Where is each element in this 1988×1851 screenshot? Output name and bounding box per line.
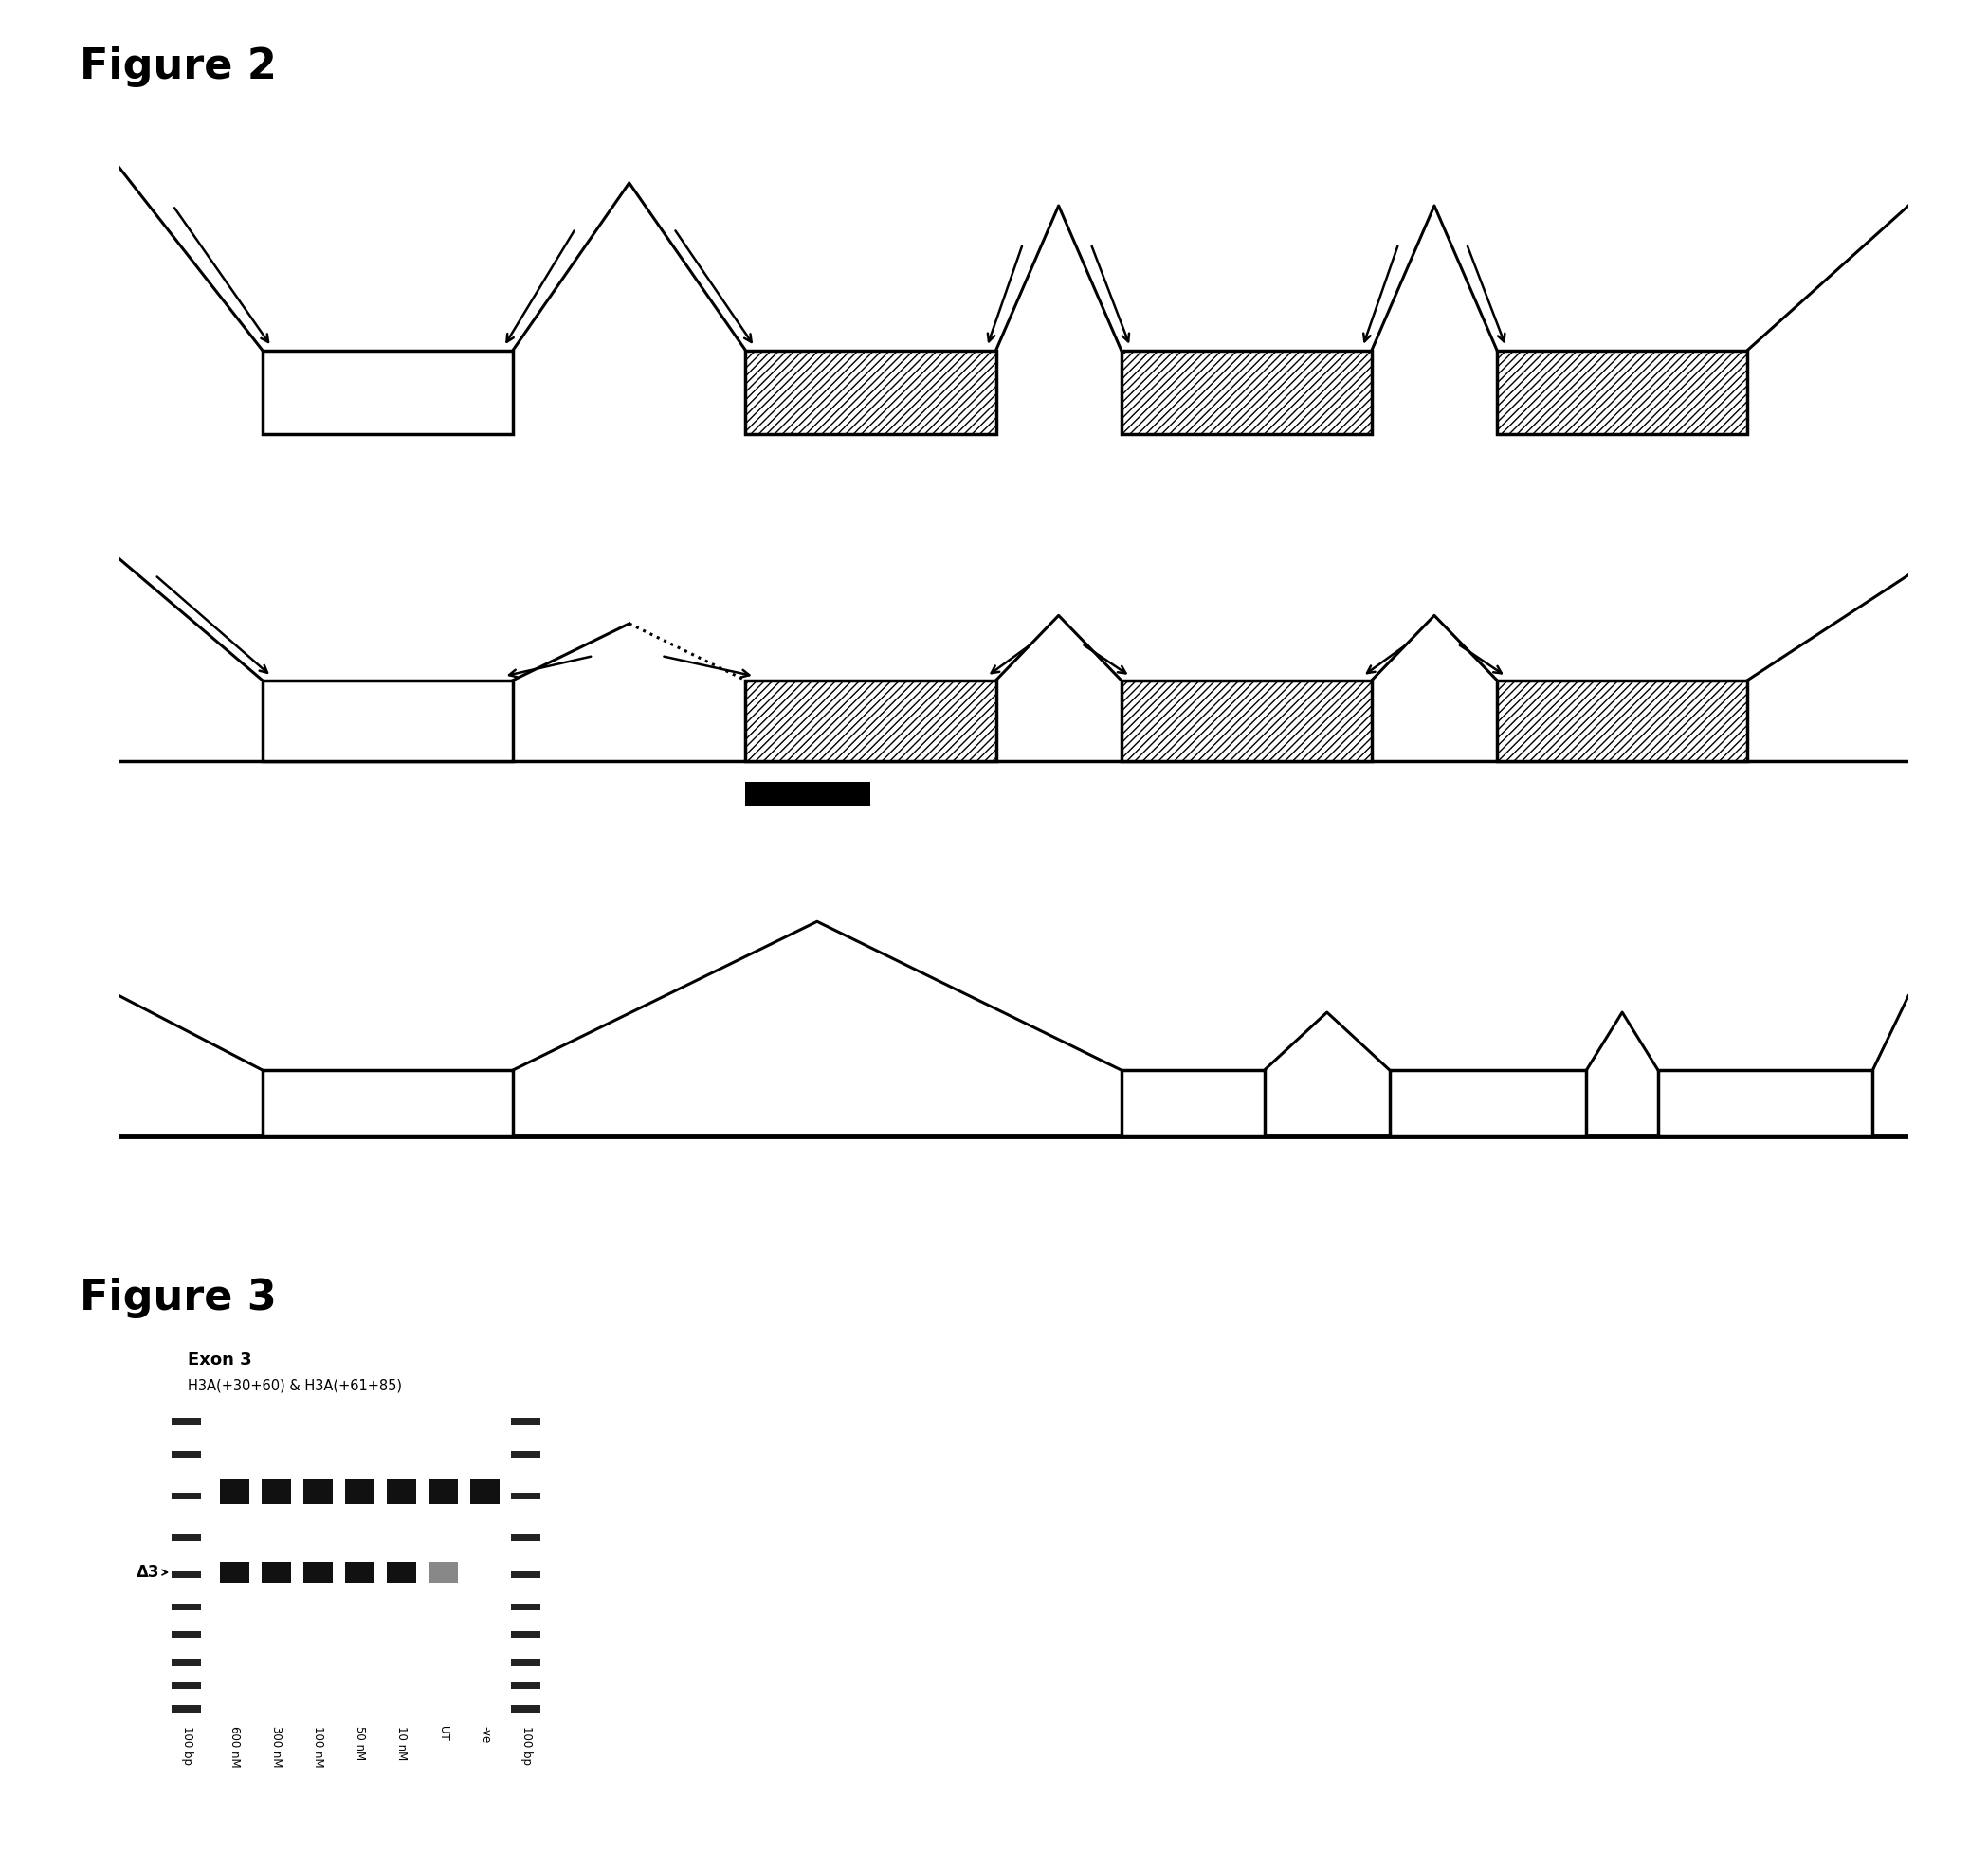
Bar [471, 1479, 499, 1503]
Text: Figure 3: Figure 3 [80, 1277, 276, 1318]
Bar [346, 1562, 374, 1583]
Bar [746, 781, 871, 805]
Bar [1121, 350, 1372, 433]
Bar [171, 1603, 201, 1610]
Bar [171, 1683, 201, 1688]
Bar [262, 1562, 290, 1583]
Bar [171, 1658, 201, 1666]
Bar [1658, 1070, 1873, 1137]
Bar [304, 1479, 332, 1503]
Bar [1121, 1070, 1264, 1137]
Bar [511, 1418, 541, 1425]
Bar [221, 1479, 248, 1503]
Text: Δ3: Δ3 [137, 1564, 159, 1581]
Bar [262, 1479, 290, 1503]
Text: H3A(+30+60) & H3A(+61+85): H3A(+30+60) & H3A(+61+85) [187, 1379, 402, 1394]
Bar [1390, 1070, 1586, 1137]
Text: 10 nM: 10 nM [396, 1725, 408, 1760]
Bar [511, 1705, 541, 1712]
Bar [304, 1562, 332, 1583]
Bar [511, 1492, 541, 1499]
Bar [388, 1562, 415, 1583]
Bar [746, 681, 996, 761]
Bar [388, 1479, 415, 1503]
Text: 50 nM: 50 nM [354, 1725, 366, 1760]
Bar [346, 1479, 374, 1503]
Bar [171, 1705, 201, 1712]
Bar [1121, 681, 1372, 761]
Text: UT: UT [437, 1725, 449, 1742]
Text: 100 nM: 100 nM [312, 1725, 324, 1768]
Text: -ve: -ve [479, 1725, 491, 1744]
Bar [171, 1492, 201, 1499]
Text: 100 bp: 100 bp [181, 1725, 193, 1764]
Bar [1497, 681, 1747, 761]
Text: 600 nM: 600 nM [229, 1725, 241, 1768]
Bar [171, 1418, 201, 1425]
Bar [262, 681, 513, 761]
Bar [171, 1534, 201, 1540]
Text: Figure 2: Figure 2 [80, 46, 276, 87]
Bar [171, 1631, 201, 1638]
Bar [511, 1534, 541, 1540]
Bar [221, 1562, 248, 1583]
Bar [1497, 350, 1747, 433]
Bar [746, 350, 996, 433]
Bar [511, 1571, 541, 1577]
Text: Exon 3: Exon 3 [187, 1351, 250, 1368]
Bar [262, 1070, 513, 1137]
Bar [262, 350, 513, 433]
Text: 300 nM: 300 nM [270, 1725, 282, 1768]
Bar [511, 1631, 541, 1638]
Text: 100 bp: 100 bp [521, 1725, 533, 1764]
Bar [511, 1603, 541, 1610]
Bar [429, 1562, 457, 1583]
Bar [511, 1451, 541, 1459]
Bar [171, 1451, 201, 1459]
Bar [511, 1683, 541, 1688]
Bar [511, 1658, 541, 1666]
Bar [429, 1479, 457, 1503]
Bar [171, 1571, 201, 1577]
